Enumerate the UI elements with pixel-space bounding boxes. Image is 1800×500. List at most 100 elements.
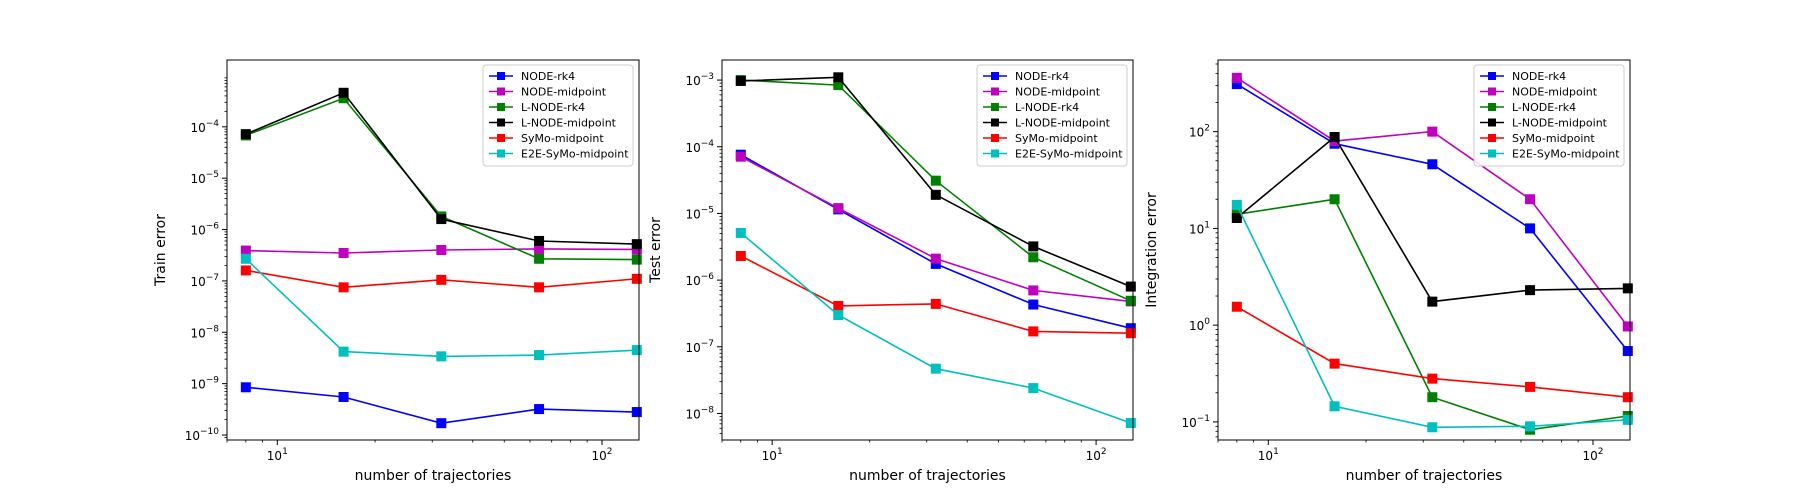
y-tick-label-exponent: −4 [206, 119, 220, 129]
x-tick-label-base: 10 [1258, 449, 1273, 463]
y-tick-label-base: 10 [185, 429, 200, 443]
y-tick-label-base: 10 [685, 207, 700, 221]
legend-marker [497, 103, 505, 111]
legend-label: NODE-rk4 [521, 70, 575, 83]
y-tick-label: 101 [1189, 220, 1210, 236]
legend-label: SyMo-midpoint [1015, 132, 1098, 145]
legend-label: L-NODE-midpoint [1015, 117, 1111, 130]
data-point-node-rk4 [1427, 159, 1438, 170]
y-tick-label: 10−6 [685, 272, 714, 288]
series-line-node-rk4 [245, 386, 637, 425]
legend-marker [1488, 118, 1496, 127]
legend-label: NODE-midpoint [521, 86, 607, 99]
y-tick-label-exponent: −5 [206, 170, 219, 180]
data-point-symo-midpoint [1427, 373, 1438, 384]
data-point-e2e-symo-midpoint [631, 345, 642, 356]
y-tick-label: 10−3 [685, 72, 714, 88]
y-axis-label: Test error [648, 217, 664, 284]
data-point-l-node-midpoint [1028, 241, 1039, 252]
data-point-l-node-midpoint [1125, 281, 1136, 292]
legend-marker [991, 118, 999, 127]
x-tick-label-exponent: 1 [1273, 447, 1279, 457]
y-tick-label: 10−6 [190, 222, 219, 238]
data-point-l-node-midpoint [631, 239, 642, 250]
data-point-l-node-rk4 [930, 175, 941, 186]
x-tick-label-exponent: 2 [607, 447, 613, 457]
legend-marker [1488, 134, 1496, 142]
data-point-e2e-symo-midpoint [1329, 401, 1340, 412]
x-tick-label: 101 [267, 447, 288, 463]
data-point-l-node-rk4 [1028, 252, 1039, 263]
x-tick-label-exponent: 2 [1101, 447, 1107, 457]
legend-box [482, 64, 634, 167]
data-point-l-node-midpoint [1427, 296, 1438, 307]
data-point-l-node-midpoint [1231, 213, 1242, 224]
data-point-symo-midpoint [1028, 326, 1039, 337]
y-tick-label-base: 10 [190, 224, 205, 238]
y-tick-label: 10−7 [190, 273, 219, 289]
data-point-symo-midpoint [1329, 358, 1340, 369]
data-point-node-midpoint [1231, 72, 1242, 83]
y-tick-label-exponent: 2 [1204, 124, 1210, 134]
legend-label: NODE-rk4 [1512, 70, 1566, 83]
data-point-e2e-symo-midpoint [1028, 383, 1039, 394]
x-tick-label-base: 10 [762, 449, 777, 463]
data-point-node-midpoint [338, 247, 349, 258]
y-tick-label-base: 10 [685, 74, 700, 88]
data-point-symo-midpoint [338, 282, 349, 293]
legend-box [976, 64, 1128, 167]
y-tick-label-base: 10 [685, 341, 700, 355]
data-point-node-midpoint [833, 203, 844, 214]
y-tick-label-exponent: −7 [206, 273, 219, 283]
legend: NODE-rk4 NODE-midpoint L-NODE-rk4 L-NODE-mi… [976, 64, 1128, 167]
x-tick-label: 102 [1086, 447, 1107, 463]
y-tick-label: 10−9 [190, 376, 219, 392]
data-point-e2e-symo-midpoint [1231, 199, 1242, 210]
data-point-l-node-midpoint [436, 214, 447, 225]
data-point-l-node-rk4 [1427, 392, 1438, 403]
data-point-symo-midpoint [240, 265, 251, 276]
y-tick-label-exponent: −9 [206, 376, 220, 386]
data-point-node-midpoint [1622, 321, 1633, 332]
series-line-e2e-symo-midpoint [245, 258, 637, 358]
y-tick-label-base: 10 [190, 275, 205, 289]
data-point-l-node-rk4 [1329, 194, 1340, 205]
data-point-e2e-symo-midpoint [1427, 422, 1438, 433]
y-tick-label-exponent: −8 [206, 324, 220, 334]
plot-frame [226, 59, 640, 441]
y-axis-label: Integration error [1144, 192, 1160, 308]
data-point-e2e-symo-midpoint [930, 363, 941, 374]
y-tick-label-exponent: 0 [1204, 317, 1210, 327]
data-point-node-midpoint [240, 245, 251, 256]
data-point-symo-midpoint [1622, 392, 1633, 403]
data-point-symo-midpoint [1125, 328, 1136, 339]
y-tick-label: 10−8 [190, 324, 219, 340]
legend-marker [497, 149, 505, 158]
legend-label: NODE-midpoint [1512, 86, 1598, 99]
y-tick-label-base: 10 [190, 172, 205, 186]
data-point-e2e-symo-midpoint [1622, 414, 1633, 425]
data-point-e2e-symo-midpoint [1125, 417, 1136, 428]
legend-marker [497, 134, 505, 142]
plot-frame [1217, 59, 1631, 441]
data-point-l-node-midpoint [1525, 285, 1536, 296]
data-point-e2e-symo-midpoint [1525, 421, 1536, 432]
x-tick-label-exponent: 1 [777, 447, 783, 457]
legend-marker [1488, 149, 1496, 158]
y-tick-label: 10−8 [685, 405, 714, 421]
x-tick-label-base: 10 [591, 449, 606, 463]
legend-label: E2E-SyMo-midpoint [1015, 148, 1123, 161]
y-tick-label-exponent: −6 [701, 272, 715, 282]
data-point-l-node-midpoint [338, 87, 349, 98]
data-point-symo-midpoint [1525, 381, 1536, 392]
x-tick-label: 102 [1582, 447, 1603, 463]
y-tick-label-base: 10 [1189, 126, 1204, 140]
data-point-e2e-symo-midpoint [534, 350, 545, 361]
legend-label: L-NODE-midpoint [521, 117, 617, 130]
y-axis-label: Train error [153, 214, 169, 287]
legend-marker [497, 87, 505, 96]
legend-marker [1488, 72, 1496, 80]
data-point-l-node-rk4 [631, 254, 642, 265]
